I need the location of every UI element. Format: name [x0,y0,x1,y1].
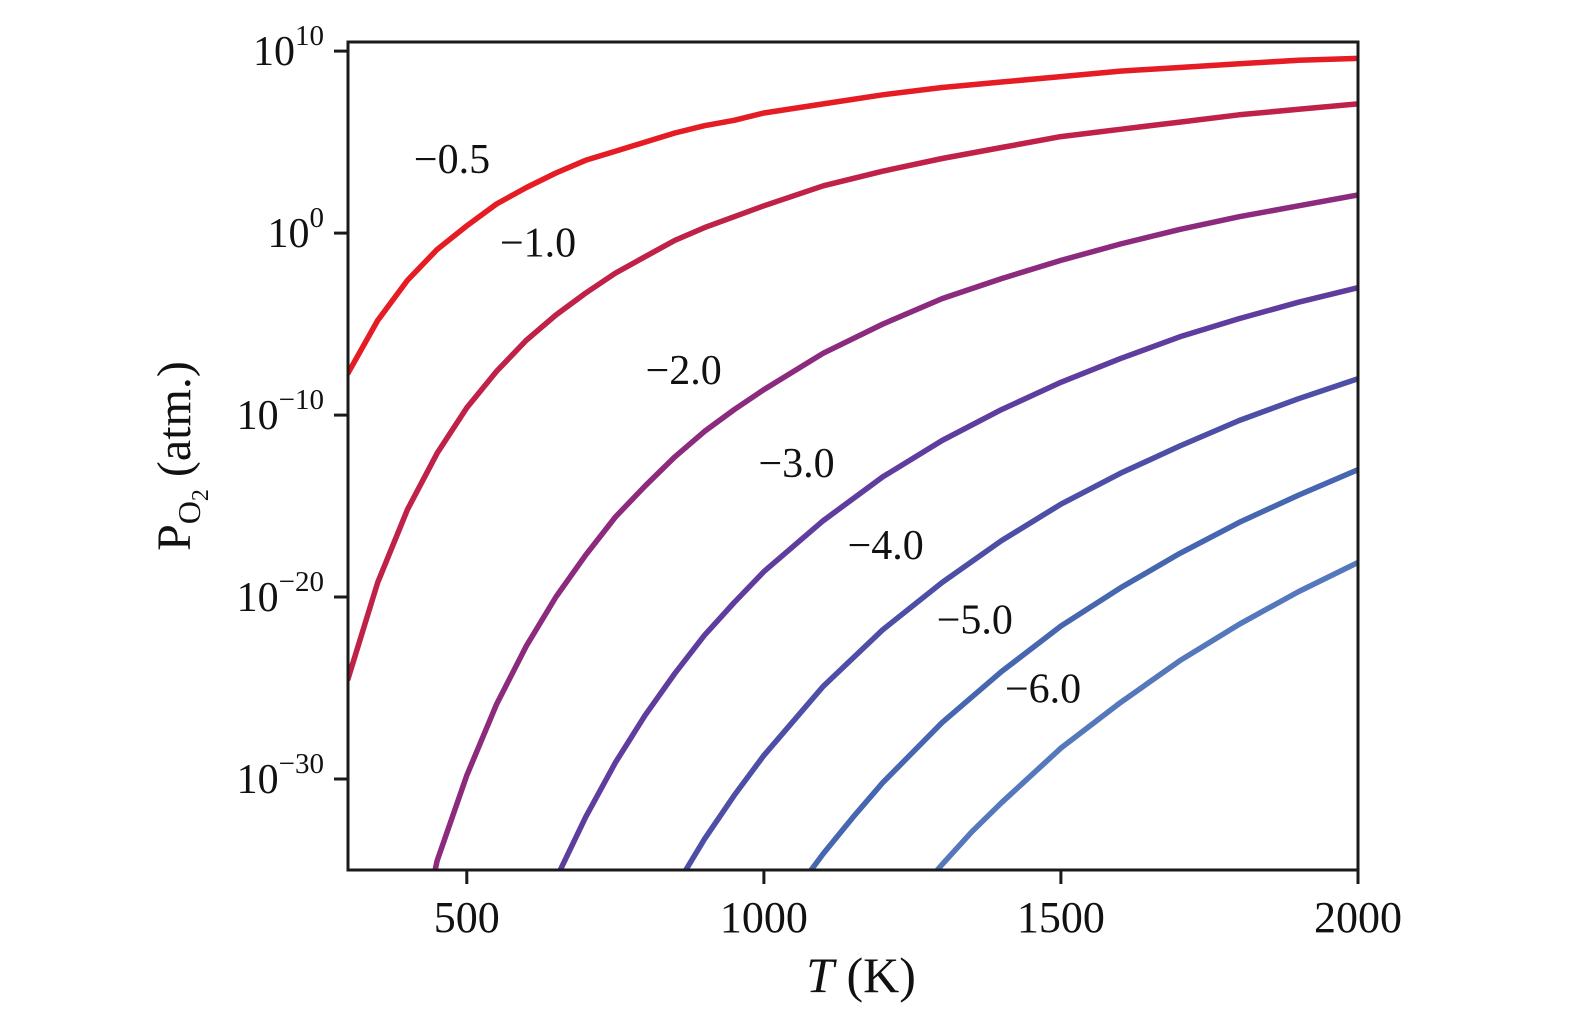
isoline-label-3: −3.0 [759,441,835,487]
isoline-label-6: −6.0 [1005,667,1081,713]
isoline-curve-5 [807,466,1358,870]
y-tick-label-3: 10−20 [237,566,324,621]
y-tick-label-1: 100 [268,202,325,257]
x-tick-label-0: 500 [434,893,500,942]
isoline-curve-0 [348,55,1358,376]
isoline-curve-2 [432,192,1358,870]
isoline-curve-6 [933,559,1358,870]
y-tick-label-2: 10−10 [237,384,324,439]
isoline-label-2: −2.0 [646,348,722,394]
isoline-label-4: −4.0 [848,523,924,569]
isoline-curve-4 [682,375,1358,870]
isoline-label-5: −5.0 [937,597,1013,643]
y-tick-label-0: 1010 [253,20,324,75]
x-axis-label: T (K) [806,947,916,1003]
plot-frame [346,40,1360,872]
x-tick-label-1: 1000 [720,893,808,942]
isoline-curve-3 [557,284,1358,870]
isoline-curve-1 [348,101,1358,682]
x-tick-label-2: 1500 [1017,893,1105,942]
y-axis-label: PO2 (atm.) [148,361,214,551]
isoline-label-0: −0.5 [414,137,490,183]
isoline-label-1: −1.0 [500,221,576,267]
x-tick-label-3: 2000 [1314,893,1402,942]
y-tick-label-4: 10−30 [237,748,324,803]
curves-group [348,55,1358,870]
